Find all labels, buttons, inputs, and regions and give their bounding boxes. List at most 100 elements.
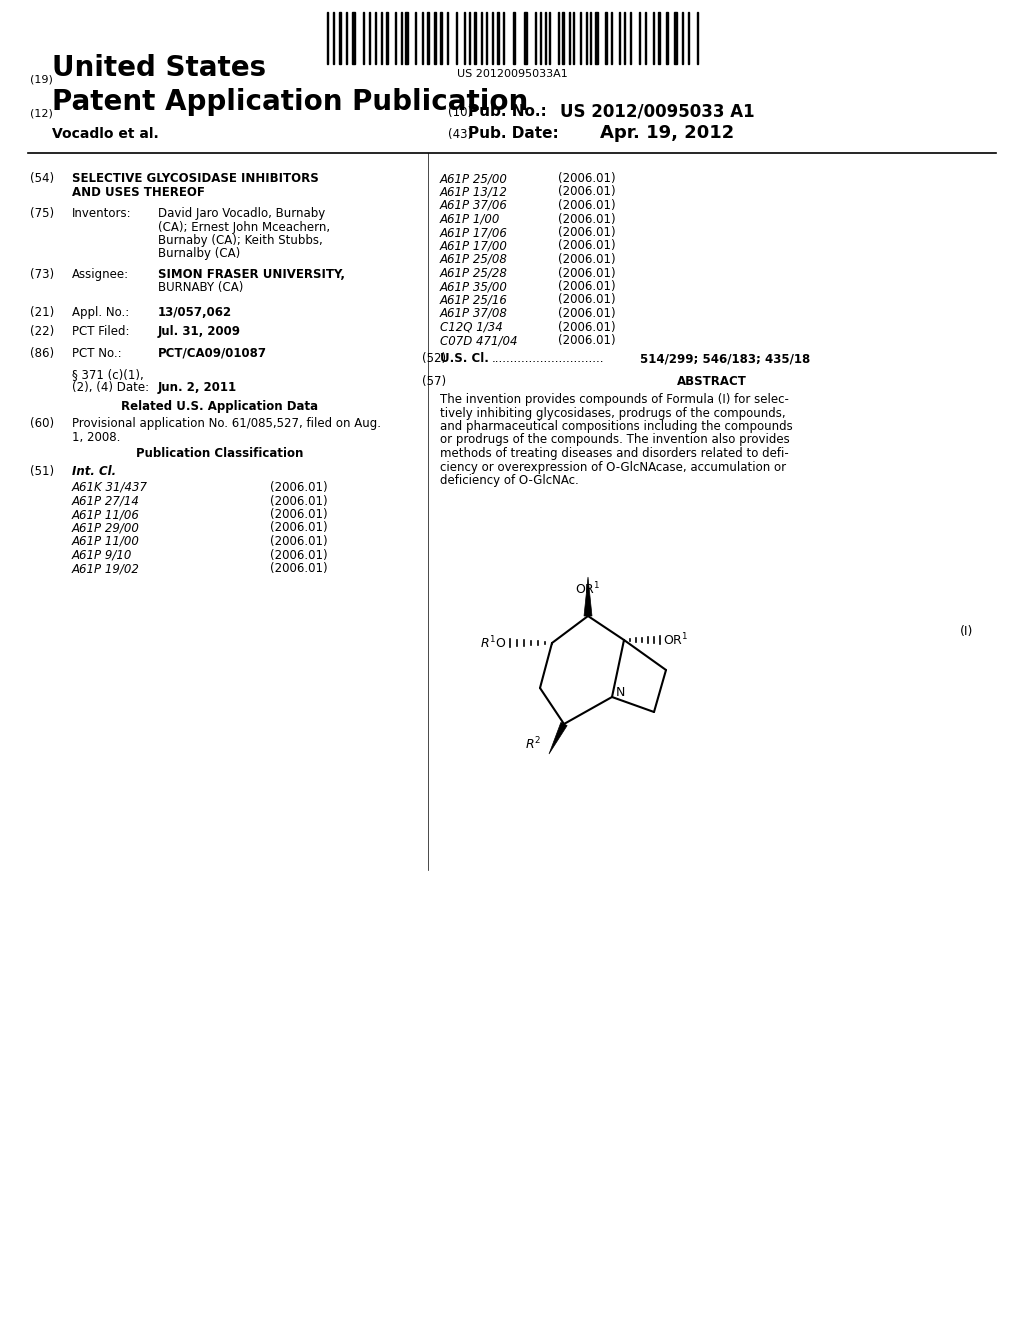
- Text: (22): (22): [30, 325, 54, 338]
- Text: Publication Classification: Publication Classification: [136, 447, 304, 459]
- Bar: [381, 12, 382, 63]
- Text: A61P 25/16: A61P 25/16: [440, 293, 508, 306]
- Text: A61P 17/00: A61P 17/00: [440, 239, 508, 252]
- Text: (2006.01): (2006.01): [558, 267, 615, 280]
- Bar: [352, 12, 355, 63]
- Text: US 2012/0095033 A1: US 2012/0095033 A1: [560, 102, 755, 120]
- Text: OR$^1$: OR$^1$: [575, 581, 601, 598]
- Text: A61P 1/00: A61P 1/00: [440, 213, 501, 226]
- Text: (60): (60): [30, 417, 54, 430]
- Text: Jun. 2, 2011: Jun. 2, 2011: [158, 381, 238, 395]
- Text: C12Q 1/34: C12Q 1/34: [440, 321, 503, 334]
- Text: A61P 29/00: A61P 29/00: [72, 521, 140, 535]
- Text: PCT/CA09/01087: PCT/CA09/01087: [158, 347, 267, 360]
- Text: (52): (52): [422, 352, 446, 366]
- Text: SIMON FRASER UNIVERSITY,: SIMON FRASER UNIVERSITY,: [158, 268, 345, 281]
- Text: (2006.01): (2006.01): [270, 495, 328, 507]
- Text: (2006.01): (2006.01): [270, 480, 328, 494]
- Text: Assignee:: Assignee:: [72, 268, 129, 281]
- Bar: [339, 12, 341, 63]
- Bar: [406, 12, 409, 63]
- Text: (19): (19): [30, 74, 53, 84]
- Text: Pub. Date:: Pub. Date:: [468, 125, 559, 141]
- Text: Vocadlo et al.: Vocadlo et al.: [52, 127, 159, 141]
- Text: ciency or overexpression of O-GlcNAcase, accumulation or: ciency or overexpression of O-GlcNAcase,…: [440, 461, 786, 474]
- Text: methods of treating diseases and disorders related to defi-: methods of treating diseases and disorde…: [440, 447, 788, 459]
- Text: PCT Filed:: PCT Filed:: [72, 325, 129, 338]
- Text: (2006.01): (2006.01): [558, 308, 615, 319]
- Text: A61K 31/437: A61K 31/437: [72, 480, 148, 494]
- Text: C07D 471/04: C07D 471/04: [440, 334, 517, 347]
- Text: A61P 25/08: A61P 25/08: [440, 253, 508, 267]
- Bar: [645, 12, 646, 63]
- Text: Patent Application Publication: Patent Application Publication: [52, 88, 528, 116]
- Bar: [498, 12, 499, 63]
- Bar: [434, 12, 435, 63]
- Text: (I): (I): [961, 624, 974, 638]
- Bar: [524, 12, 527, 63]
- Text: Related U.S. Application Data: Related U.S. Application Data: [122, 400, 318, 413]
- Bar: [618, 12, 620, 63]
- Text: A61P 27/14: A61P 27/14: [72, 495, 140, 507]
- Polygon shape: [584, 577, 592, 616]
- Text: A61P 11/06: A61P 11/06: [72, 508, 140, 521]
- Text: Provisional application No. 61/085,527, filed on Aug.: Provisional application No. 61/085,527, …: [72, 417, 381, 430]
- Text: deficiency of O-GlcNAc.: deficiency of O-GlcNAc.: [440, 474, 579, 487]
- Text: (10): (10): [449, 106, 472, 119]
- Bar: [503, 12, 505, 63]
- Text: SELECTIVE GLYCOSIDASE INHIBITORS: SELECTIVE GLYCOSIDASE INHIBITORS: [72, 172, 318, 185]
- Bar: [666, 12, 668, 63]
- Text: Int. Cl.: Int. Cl.: [72, 465, 116, 478]
- Text: 514/299; 546/183; 435/18: 514/299; 546/183; 435/18: [640, 352, 810, 366]
- Bar: [595, 12, 598, 63]
- Text: United States: United States: [52, 54, 266, 82]
- Text: U.S. Cl.: U.S. Cl.: [440, 352, 488, 366]
- Text: § 371 (c)(1),: § 371 (c)(1),: [72, 368, 143, 381]
- Text: and pharmaceutical compositions including the compounds: and pharmaceutical compositions includin…: [440, 420, 793, 433]
- Text: (21): (21): [30, 306, 54, 319]
- Text: (2006.01): (2006.01): [558, 321, 615, 334]
- Text: (2006.01): (2006.01): [558, 253, 615, 267]
- Bar: [427, 12, 429, 63]
- Text: $R^1$O: $R^1$O: [480, 635, 507, 651]
- Text: tively inhibiting glycosidases, prodrugs of the compounds,: tively inhibiting glycosidases, prodrugs…: [440, 407, 785, 420]
- Bar: [562, 12, 564, 63]
- Text: (2006.01): (2006.01): [270, 535, 328, 548]
- Text: A61P 37/06: A61P 37/06: [440, 199, 508, 213]
- Polygon shape: [549, 722, 567, 754]
- Bar: [605, 12, 607, 63]
- Text: (54): (54): [30, 172, 54, 185]
- Text: BURNABY (CA): BURNABY (CA): [158, 281, 244, 294]
- Text: (2006.01): (2006.01): [270, 508, 328, 521]
- Bar: [658, 12, 660, 63]
- Text: A61P 17/06: A61P 17/06: [440, 226, 508, 239]
- Text: (2006.01): (2006.01): [558, 172, 615, 185]
- Text: Inventors:: Inventors:: [72, 207, 132, 220]
- Text: A61P 9/10: A61P 9/10: [72, 549, 132, 561]
- Text: N: N: [616, 685, 626, 698]
- Bar: [674, 12, 677, 63]
- Text: (43): (43): [449, 128, 472, 141]
- Text: (2006.01): (2006.01): [270, 562, 328, 576]
- Text: OR$^1$: OR$^1$: [663, 632, 688, 648]
- Text: ..............................: ..............................: [492, 352, 604, 366]
- Text: (2006.01): (2006.01): [558, 293, 615, 306]
- Text: A61P 13/12: A61P 13/12: [440, 186, 508, 198]
- Text: (51): (51): [30, 465, 54, 478]
- Text: Burnalby (CA): Burnalby (CA): [158, 248, 241, 260]
- Text: A61P 25/00: A61P 25/00: [440, 172, 508, 185]
- Bar: [610, 12, 612, 63]
- Text: Appl. No.:: Appl. No.:: [72, 306, 129, 319]
- Text: (2006.01): (2006.01): [558, 239, 615, 252]
- Text: PCT No.:: PCT No.:: [72, 347, 122, 360]
- Text: (CA); Ernest John Mceachern,: (CA); Ernest John Mceachern,: [158, 220, 330, 234]
- Text: or prodrugs of the compounds. The invention also provides: or prodrugs of the compounds. The invent…: [440, 433, 790, 446]
- Text: Pub. No.:: Pub. No.:: [468, 104, 547, 119]
- Text: (2006.01): (2006.01): [558, 199, 615, 213]
- Text: (2006.01): (2006.01): [558, 334, 615, 347]
- Text: Burnaby (CA); Keith Stubbs,: Burnaby (CA); Keith Stubbs,: [158, 234, 323, 247]
- Bar: [630, 12, 631, 63]
- Text: (73): (73): [30, 268, 54, 281]
- Text: A61P 19/02: A61P 19/02: [72, 562, 140, 576]
- Text: (2006.01): (2006.01): [558, 186, 615, 198]
